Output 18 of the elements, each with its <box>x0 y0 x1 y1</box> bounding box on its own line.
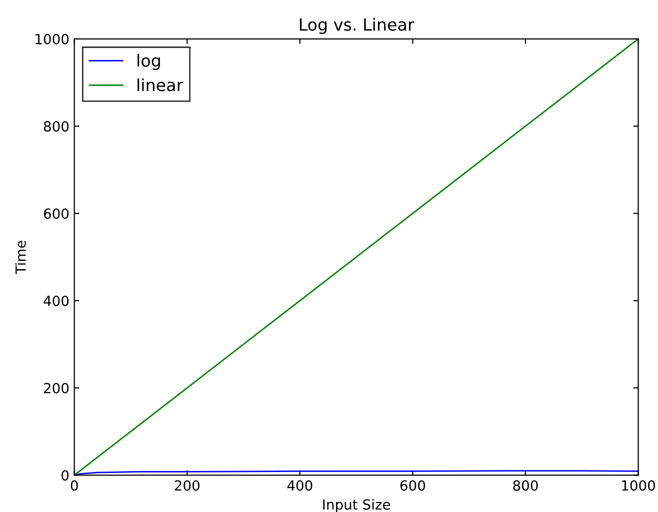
x-tick-label: 400 <box>287 480 312 491</box>
y-tick-label: 400 <box>44 296 69 306</box>
x-tick-label: 800 <box>513 480 538 491</box>
y-tick-label: 1000 <box>36 34 69 44</box>
y-tick-label: 200 <box>44 382 69 394</box>
y-tick-label: 0 <box>62 470 69 481</box>
y-tick-label: 600 <box>44 208 69 219</box>
line-series <box>74 38 638 476</box>
x-axis-title: Input Size <box>323 498 390 512</box>
y-axis-title: Time <box>15 240 26 274</box>
x-tick-label: 1000 <box>622 480 656 491</box>
x-tick-label: 0 <box>70 480 78 491</box>
x-tick-label: 200 <box>174 480 200 491</box>
x-tick-label: 600 <box>400 480 426 491</box>
legend-label: log <box>138 54 160 70</box>
y-tick-label: 800 <box>44 121 69 132</box>
chart-title: Log vs. Linear <box>300 18 414 34</box>
legend-label: linear <box>138 78 184 92</box>
